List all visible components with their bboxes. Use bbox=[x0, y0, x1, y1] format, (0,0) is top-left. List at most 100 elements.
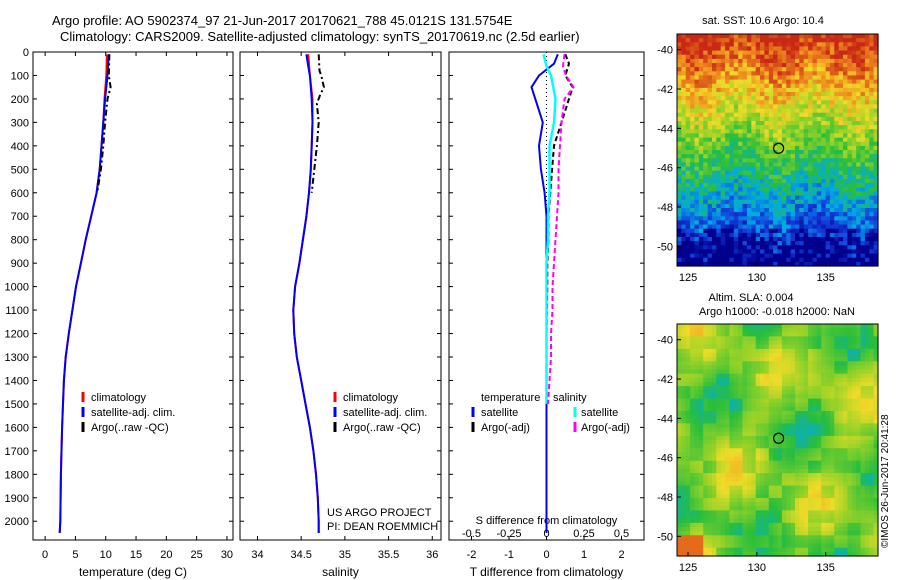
map-y-tick-label: -40 bbox=[657, 45, 673, 57]
top-x-tick-label: 0 bbox=[543, 528, 549, 540]
top-x-tick-label: 0.25 bbox=[573, 528, 594, 540]
x-axis-label: T difference from climatology bbox=[470, 565, 624, 579]
x-tick-label: 35.5 bbox=[378, 549, 399, 561]
map-y-tick-label: -40 bbox=[657, 335, 673, 347]
imos-stamp: ©IMOS 26-Jun-2017 20:41:28 bbox=[880, 414, 891, 548]
argo-location-marker bbox=[773, 432, 785, 444]
x-tick-label: 5 bbox=[72, 549, 78, 561]
y-tick-label: 1500 bbox=[5, 399, 29, 411]
map-y-tick-label: -42 bbox=[657, 374, 673, 386]
x-tick-label: 35 bbox=[339, 549, 351, 561]
y-tick-label: 600 bbox=[11, 188, 29, 200]
map-y-tick-label: -44 bbox=[657, 413, 673, 425]
y-tick-label: 700 bbox=[11, 211, 29, 223]
legend-label: Argo(-adj) bbox=[481, 422, 530, 434]
argo-raw-line bbox=[96, 54, 112, 193]
x-tick-label: 0 bbox=[543, 549, 549, 561]
y-tick-label: 200 bbox=[11, 94, 29, 106]
y-tick-label: 800 bbox=[11, 235, 29, 247]
map-pixels-2 bbox=[677, 324, 879, 557]
map-y-tick-label: -46 bbox=[657, 163, 673, 175]
satellite-adj-line bbox=[58, 54, 110, 534]
legend-salinity-title: salinity bbox=[553, 392, 587, 404]
temp-satellite-diff-line bbox=[530, 53, 559, 533]
profile-title-line1: Argo profile: AO 5902374_97 21-Jun-2017 … bbox=[52, 13, 513, 28]
y-tick-label: 2000 bbox=[5, 516, 29, 528]
legend-label: Argo(-adj) bbox=[581, 422, 630, 434]
map-y-tick-label: -50 bbox=[657, 531, 673, 543]
y-tick-label: 1900 bbox=[5, 493, 29, 505]
x-tick-label: 10 bbox=[100, 549, 112, 561]
x-tick-label: 0 bbox=[42, 549, 48, 561]
sla-map-title-line2: Argo h1000: -0.018 h2000: NaN bbox=[699, 306, 855, 318]
legend-temperature-title: temperature bbox=[481, 392, 540, 404]
y-tick-label: 300 bbox=[11, 117, 29, 129]
y-tick-label: 1200 bbox=[5, 329, 29, 341]
map-pixels-1 bbox=[677, 34, 879, 267]
x-tick-label: 2 bbox=[618, 549, 624, 561]
x-axis-label: salinity bbox=[322, 565, 359, 579]
map-x-tick-label: 130 bbox=[748, 272, 766, 284]
top-x-tick-label: 0.5 bbox=[614, 528, 629, 540]
x-tick-label: 30 bbox=[221, 549, 233, 561]
map-x-tick-label: 125 bbox=[679, 272, 697, 284]
legend-label: satellite bbox=[481, 407, 518, 419]
plot-frame-2 bbox=[239, 51, 442, 541]
map-frame-1 bbox=[676, 33, 879, 267]
map-y-tick-label: -50 bbox=[657, 241, 673, 253]
legend-label: climatology bbox=[343, 392, 399, 404]
map-x-tick-label: 135 bbox=[817, 562, 835, 574]
x-axis-label: temperature (deg C) bbox=[79, 565, 187, 579]
y-tick-label: 1300 bbox=[5, 352, 29, 364]
map-y-tick-label: -44 bbox=[657, 123, 673, 135]
x-tick-label: 25 bbox=[191, 549, 203, 561]
map-x-tick-label: 135 bbox=[817, 272, 835, 284]
sal-satellite-diff-line bbox=[542, 53, 557, 404]
sla-map-title-line1: Altim. SLA: 0.004 bbox=[709, 292, 794, 304]
x-tick-label: -2 bbox=[467, 549, 477, 561]
y-tick-label: 1800 bbox=[5, 469, 29, 481]
map-y-tick-label: -42 bbox=[657, 84, 673, 96]
top-x-tick-label: -0.25 bbox=[496, 528, 521, 540]
x-tick-label: -1 bbox=[504, 549, 514, 561]
x-tick-label: 34.5 bbox=[290, 549, 311, 561]
y-tick-label: 100 bbox=[11, 70, 29, 82]
y-tick-label: 500 bbox=[11, 164, 29, 176]
credit-project: US ARGO PROJECT bbox=[327, 507, 432, 519]
y-tick-label: 900 bbox=[11, 258, 29, 270]
x-tick-label: 15 bbox=[130, 549, 142, 561]
map-x-tick-label: 125 bbox=[679, 562, 697, 574]
x-tick-label: 34 bbox=[251, 549, 263, 561]
y-tick-label: 1100 bbox=[5, 305, 29, 317]
legend-label: satellite-adj. clim. bbox=[91, 407, 175, 419]
legend-label: Argo(..raw -QC) bbox=[91, 422, 169, 434]
y-tick-label: 1600 bbox=[5, 422, 29, 434]
x-tick-label: 36 bbox=[426, 549, 438, 561]
x-tick-label: 1 bbox=[581, 549, 587, 561]
map-y-tick-label: -48 bbox=[657, 202, 673, 214]
y-tick-label: 0 bbox=[23, 47, 29, 59]
legend-label: climatology bbox=[91, 392, 147, 404]
argo-location-marker bbox=[773, 142, 785, 154]
sal-argo-diff-line bbox=[547, 54, 575, 404]
legend-label: Argo(..raw -QC) bbox=[343, 422, 421, 434]
plot-frame-1 bbox=[32, 51, 234, 541]
credit-pi: PI: DEAN ROEMMICH bbox=[327, 521, 438, 533]
profile-title-line2: Climatology: CARS2009. Satellite-adjuste… bbox=[60, 29, 580, 44]
map-frame-2 bbox=[676, 323, 879, 557]
y-tick-label: 1000 bbox=[5, 282, 29, 294]
map-y-tick-label: -46 bbox=[657, 453, 673, 465]
argo-raw-line bbox=[310, 54, 325, 193]
sst-map-title: sat. SST: 10.6 Argo: 10.4 bbox=[702, 15, 824, 27]
y-tick-label: 400 bbox=[11, 141, 29, 153]
map-x-tick-label: 130 bbox=[748, 562, 766, 574]
satellite-adj-line bbox=[292, 54, 320, 533]
map-y-tick-label: -48 bbox=[657, 492, 673, 504]
y-tick-label: 1400 bbox=[5, 375, 29, 387]
y-tick-label: 1700 bbox=[5, 446, 29, 458]
legend-label: satellite-adj. clim. bbox=[343, 407, 427, 419]
x-tick-label: 20 bbox=[160, 549, 172, 561]
top-x-tick-label: -0.5 bbox=[462, 528, 481, 540]
legend-label: satellite bbox=[581, 407, 618, 419]
